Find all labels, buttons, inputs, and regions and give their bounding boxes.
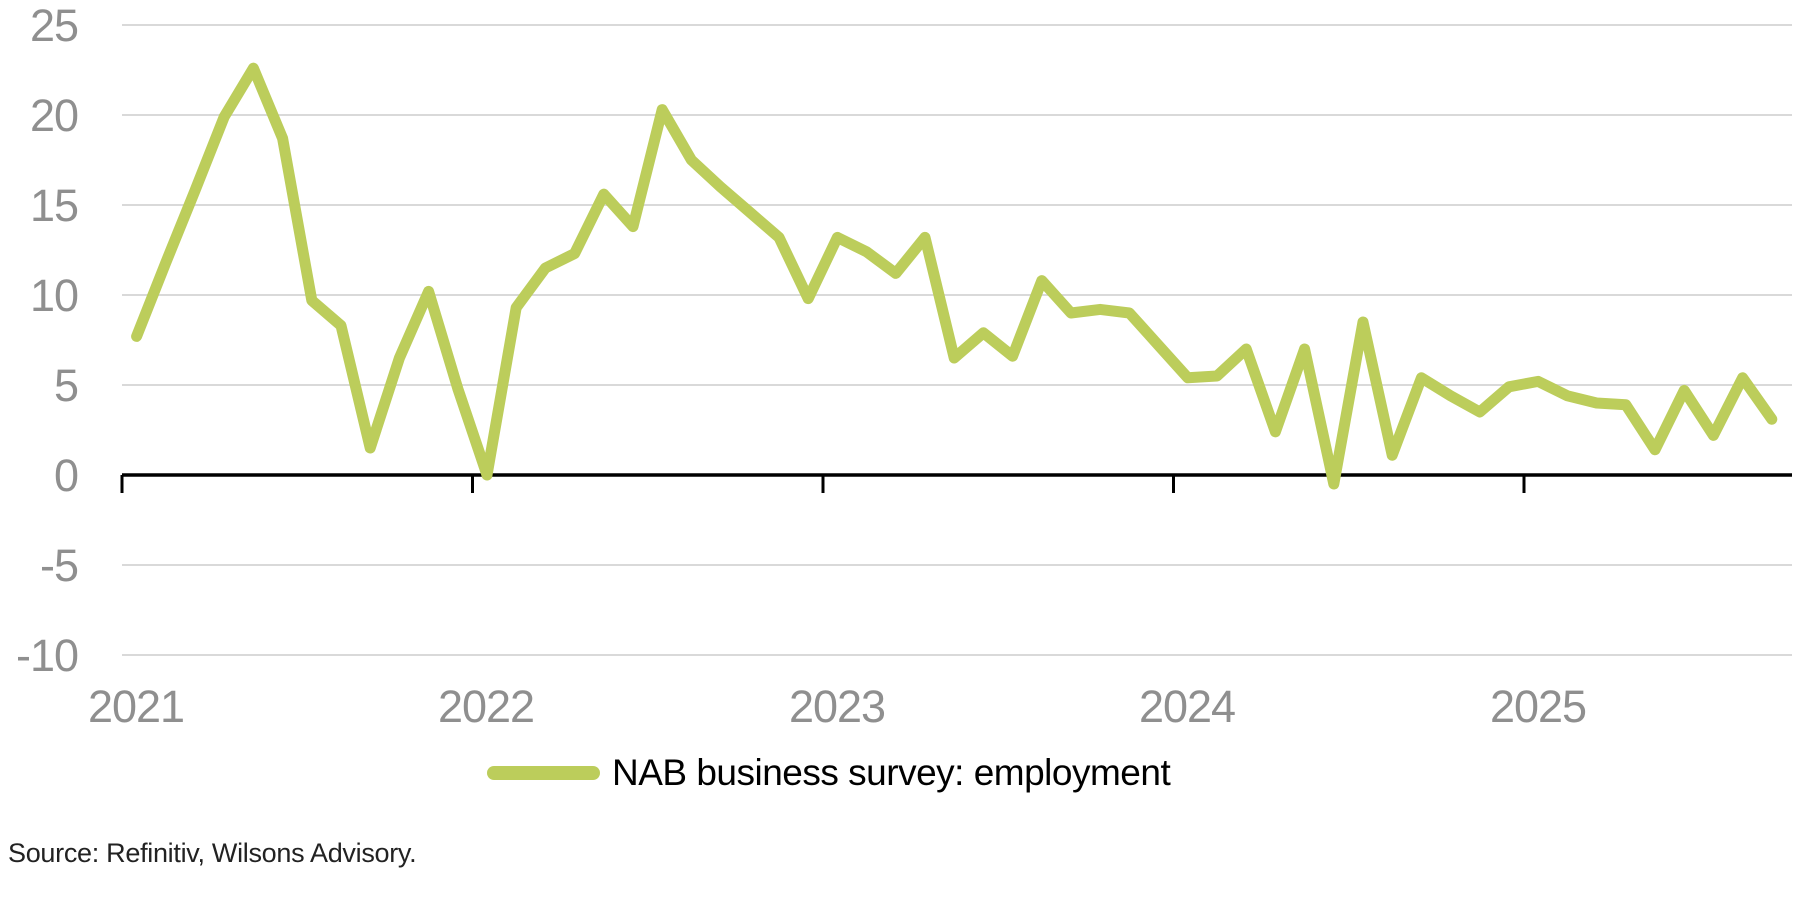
y-label-neg10: -10	[16, 630, 78, 681]
y-label-5: 5	[54, 360, 78, 411]
gridlines	[122, 24, 1792, 656]
x-label-2021: 2021	[88, 681, 184, 732]
x-label-2022: 2022	[438, 681, 534, 732]
x-label-2024: 2024	[1139, 681, 1235, 732]
legend-label: NAB business survey: employment	[612, 752, 1171, 793]
employment-series-line	[131, 62, 1778, 490]
y-label-20: 20	[30, 90, 78, 141]
y-label-neg5: -5	[40, 540, 78, 591]
legend: NAB business survey: employment	[487, 752, 1171, 793]
y-label-10: 10	[30, 270, 78, 321]
legend-line-swatch	[487, 766, 600, 780]
y-axis-labels: 25 20 15 10 5 0 -5 -10	[16, 0, 79, 681]
y-label-0: 0	[54, 450, 78, 501]
x-label-2023: 2023	[789, 681, 885, 732]
source-note: Source: Refinitiv, Wilsons Advisory.	[8, 838, 417, 868]
axis-ticks	[120, 475, 1526, 493]
y-label-15: 15	[30, 180, 78, 231]
x-axis-labels: 2021 2022 2023 2024 2025	[88, 681, 1587, 732]
y-label-25: 25	[30, 0, 78, 51]
x-label-2025: 2025	[1490, 681, 1586, 732]
